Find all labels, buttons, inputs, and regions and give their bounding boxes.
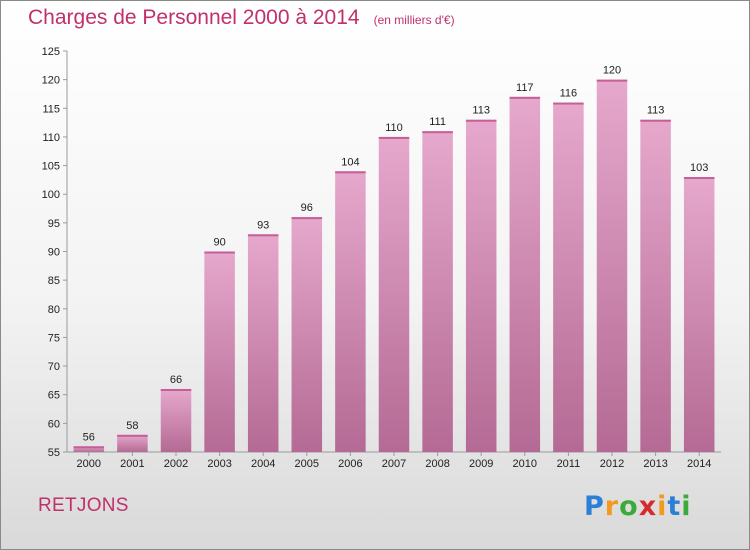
bar xyxy=(117,434,148,452)
value-label: 116 xyxy=(560,88,578,100)
y-tick-label: 70 xyxy=(48,361,60,373)
x-tick-label: 2008 xyxy=(425,458,449,470)
bar xyxy=(596,79,628,453)
bar xyxy=(683,177,715,452)
x-tick-label: 2011 xyxy=(557,458,581,470)
value-label: 104 xyxy=(341,156,359,168)
value-label: 103 xyxy=(690,162,708,174)
value-label: 120 xyxy=(603,65,621,77)
proxiti-logo: Proxiti xyxy=(584,491,692,522)
value-label: 117 xyxy=(516,82,534,94)
chart-subtitle: (en milliers d'€) xyxy=(373,13,455,27)
chart-title-text: Charges de Personnel 2000 à 2014 xyxy=(28,6,360,29)
x-tick-label: 2007 xyxy=(382,458,406,470)
x-tick-label: 2012 xyxy=(600,458,624,470)
x-tick-label: 2014 xyxy=(687,458,711,470)
bar xyxy=(509,96,541,452)
value-label: 110 xyxy=(385,122,403,134)
logo-letter: r xyxy=(604,491,620,522)
bar xyxy=(73,446,105,452)
bar xyxy=(160,388,192,452)
logo-letter: i xyxy=(657,491,668,522)
value-labels: 56 58 66 90 93 96 104 110 111 113 117 116 120 113 103 xyxy=(83,65,709,444)
y-tick-label: 110 xyxy=(42,132,60,144)
y-tick-label: 85 xyxy=(48,275,60,287)
value-label: 113 xyxy=(647,105,665,117)
bar-top-edge xyxy=(117,434,148,437)
y-tick-label: 125 xyxy=(42,46,60,58)
bar xyxy=(465,119,497,452)
chart-title: Charges de Personnel 2000 à 2014 (en mill… xyxy=(28,6,455,30)
value-label: 90 xyxy=(213,237,225,249)
x-tick-label: 2001 xyxy=(120,458,144,470)
value-label: 96 xyxy=(301,202,313,214)
bars xyxy=(73,79,715,453)
bar-top-edge xyxy=(291,217,323,220)
logo-letter: o xyxy=(619,491,639,522)
bar-top-edge xyxy=(73,446,105,449)
y-tick-label: 120 xyxy=(42,75,60,87)
bar-top-edge xyxy=(553,102,584,105)
y-tick-label: 65 xyxy=(48,390,60,402)
y-tick-label: 55 xyxy=(48,447,60,459)
x-tick-label: 2000 xyxy=(77,458,101,470)
y-tick-label: 80 xyxy=(48,304,60,316)
logo-letter: t xyxy=(667,491,682,522)
bar-top-edge xyxy=(247,234,279,237)
value-label: 93 xyxy=(257,219,269,231)
bar-top-edge xyxy=(596,79,628,82)
commune-name: RETJONS xyxy=(38,495,129,516)
y-tick-label: 75 xyxy=(48,332,60,344)
bar-top-edge xyxy=(204,251,235,254)
bar xyxy=(335,171,366,453)
y-tick-label: 115 xyxy=(42,103,60,115)
bar-top-edge xyxy=(465,119,497,122)
bar xyxy=(204,251,235,452)
x-tick-label: 2002 xyxy=(164,458,188,470)
bar xyxy=(247,234,279,452)
bar-top-edge xyxy=(335,171,366,174)
x-tick-label: 2006 xyxy=(338,458,362,470)
bar-top-edge xyxy=(422,131,453,134)
logo-letter: x xyxy=(638,491,658,522)
x-tick-label: 2013 xyxy=(643,458,667,470)
x-tick-label: 2003 xyxy=(207,458,231,470)
bar xyxy=(553,102,584,453)
x-tick-label: 2010 xyxy=(513,458,537,470)
value-label: 58 xyxy=(126,420,138,432)
x-tick-label: 2009 xyxy=(469,458,493,470)
y-tick-label: 100 xyxy=(42,189,60,201)
value-label: 111 xyxy=(429,116,446,128)
value-label: 56 xyxy=(83,431,95,443)
logo-letter: i xyxy=(681,491,692,522)
y-tick-label: 105 xyxy=(42,161,60,173)
bar xyxy=(291,217,323,452)
bar-top-edge xyxy=(378,136,410,139)
x-tick-label: 2004 xyxy=(251,458,275,470)
bar-top-edge xyxy=(683,177,715,180)
bar xyxy=(640,119,671,452)
y-tick-label: 60 xyxy=(48,418,60,430)
logo-letter: P xyxy=(584,491,605,522)
y-tick-label: 90 xyxy=(48,247,60,259)
bar xyxy=(378,136,410,452)
bar xyxy=(422,131,453,452)
bar-top-edge xyxy=(509,96,541,99)
value-label: 66 xyxy=(170,374,182,386)
x-tick-label: 2005 xyxy=(295,458,319,470)
bar-top-edge xyxy=(640,119,671,122)
y-tick-label: 95 xyxy=(48,218,60,230)
bar-top-edge xyxy=(160,388,192,391)
value-label: 113 xyxy=(472,105,490,117)
